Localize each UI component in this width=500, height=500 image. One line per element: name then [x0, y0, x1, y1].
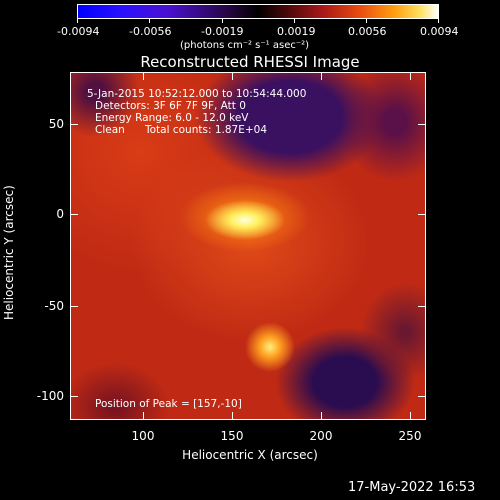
x-tick [232, 412, 233, 420]
x-tick-label: 250 [398, 429, 422, 443]
colorbar [77, 4, 439, 19]
colorbar-tick-label: -0.0094 [57, 25, 100, 38]
y-tick [418, 396, 426, 397]
x-tick [232, 72, 233, 80]
y-tick [418, 214, 426, 215]
x-tick [321, 412, 322, 420]
time-range-label: 5-Jan-2015 10:52:12.000 to 10:54:44.000 [87, 88, 307, 100]
x-tick-label: 100 [131, 429, 155, 443]
y-tick-label: -100 [36, 389, 64, 403]
colorbar-tick [222, 19, 223, 23]
x-tick [321, 72, 322, 80]
total-counts-label: Total counts: 1.87E+04 [145, 124, 268, 136]
y-tick [70, 306, 78, 307]
colorbar-tick [438, 19, 439, 23]
y-tick-label: -50 [44, 299, 64, 313]
y-tick [70, 396, 78, 397]
x-tick [410, 72, 411, 80]
detectors-label: Detectors: 3F 6F 7F 9F, Att 0 [95, 100, 246, 112]
timestamp: 17-May-2022 16:53 [348, 480, 476, 495]
algorithm-label: Clean [95, 124, 125, 136]
plot-title: Reconstructed RHESSI Image [140, 53, 360, 71]
colorbar-tick-label: -0.0056 [129, 25, 172, 38]
y-axis-label: Heliocentric Y (arcsec) [2, 185, 16, 320]
colorbar-tick [294, 19, 295, 23]
colorbar-tick-label: 0.0019 [277, 25, 316, 38]
colorbar-tick-label: 0.0094 [420, 25, 459, 38]
x-tick [143, 72, 144, 80]
rhessi-image [70, 72, 426, 420]
colorbar-unit-label: (photons cm⁻² s⁻¹ asec⁻²) [180, 40, 310, 51]
y-tick [418, 306, 426, 307]
colorbar-tick-label: -0.0019 [201, 25, 244, 38]
energy-range-label: Energy Range: 6.0 - 12.0 keV [95, 112, 249, 124]
y-tick [70, 214, 78, 215]
colorbar-tick [366, 19, 367, 23]
x-tick-label: 150 [220, 429, 244, 443]
colorbar-tick-label: 0.0056 [348, 25, 387, 38]
y-tick [70, 124, 78, 125]
x-axis-label: Heliocentric X (arcsec) [182, 448, 318, 462]
peak-position-label: Position of Peak = [157,-10] [95, 398, 242, 410]
x-tick-label: 200 [309, 429, 333, 443]
colorbar-tick [149, 19, 150, 23]
colorbar-tick [77, 19, 78, 23]
y-tick [418, 124, 426, 125]
y-tick-label: 50 [48, 117, 64, 131]
y-tick-label: 0 [56, 207, 64, 221]
x-tick [143, 412, 144, 420]
x-tick [410, 412, 411, 420]
